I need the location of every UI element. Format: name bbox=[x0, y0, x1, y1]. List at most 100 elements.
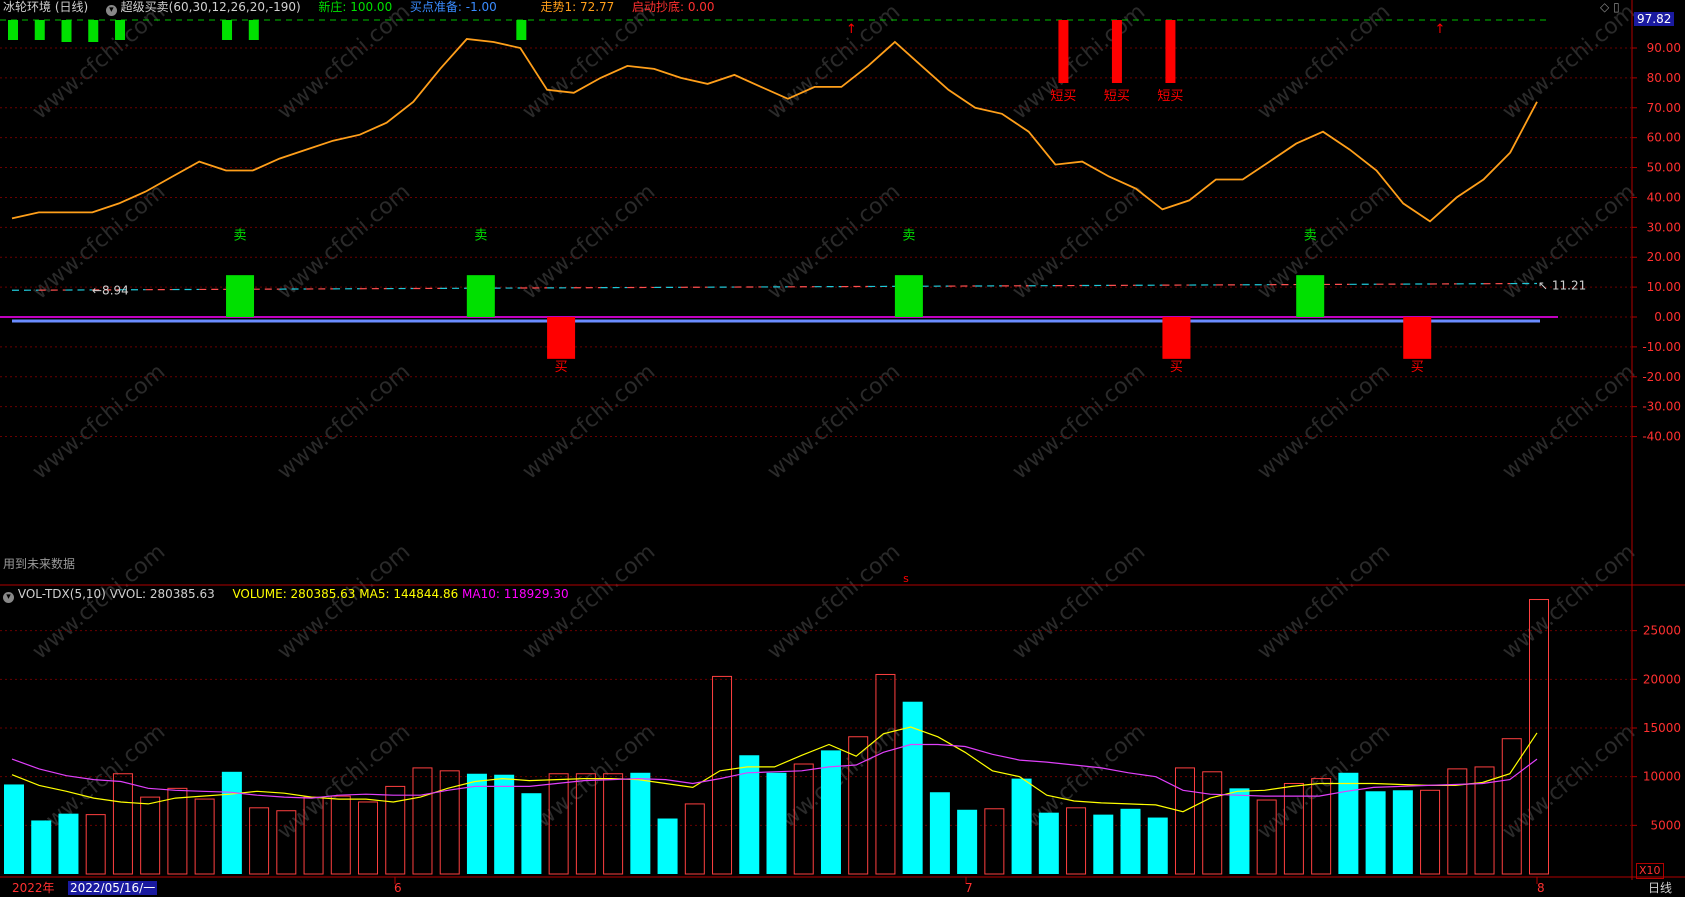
month-7-label: 7 bbox=[965, 881, 973, 895]
sell-signal-bar bbox=[466, 275, 495, 317]
volume-bar-up bbox=[140, 796, 161, 875]
buy-signal-bar bbox=[547, 317, 576, 359]
lower-tick-label: 20000 bbox=[1643, 672, 1681, 686]
watermark-text: www.cfchi.com bbox=[1498, 0, 1640, 125]
volume-bar-down bbox=[957, 809, 978, 874]
buy-label: 买 bbox=[1170, 360, 1183, 375]
sell-label: 卖 bbox=[1304, 228, 1317, 243]
volume-bar-up bbox=[793, 763, 814, 875]
watermark-text: www.cfchi.com bbox=[518, 0, 660, 125]
top-green-marker bbox=[88, 20, 99, 42]
volume-bar-up bbox=[1256, 799, 1277, 875]
volume-bar-up bbox=[1447, 768, 1468, 875]
volume-bar-up bbox=[330, 795, 351, 875]
upper-tick-label: 20.00 bbox=[1647, 250, 1681, 264]
lower-tick-label: 10000 bbox=[1643, 770, 1681, 784]
left-value-label: ←8.94 bbox=[92, 283, 129, 297]
sell-signal-bar bbox=[1296, 275, 1325, 317]
ma5-line bbox=[11, 726, 1538, 813]
volume-value: VOLUME: 280385.63 bbox=[232, 587, 356, 601]
volume-bar-down bbox=[1147, 817, 1168, 874]
watermark-text: www.cfchi.com bbox=[273, 719, 415, 844]
maidian-value: 买点准备: -1.00 bbox=[409, 0, 497, 14]
volume-bar-up bbox=[548, 773, 569, 875]
lower-tick-label: 15000 bbox=[1643, 721, 1681, 735]
volume-bars bbox=[4, 599, 1549, 875]
sell-label: 卖 bbox=[902, 228, 915, 243]
watermark-text: www.cfchi.com bbox=[763, 539, 905, 664]
volume-bar-up bbox=[575, 773, 596, 875]
upper-tick-label: 60.00 bbox=[1647, 131, 1681, 145]
short-buy-label: 短买 bbox=[1050, 89, 1076, 104]
upper-tick-label: 50.00 bbox=[1647, 161, 1681, 175]
short-buy-bar bbox=[1165, 20, 1176, 83]
sell-signal-bar bbox=[226, 275, 255, 317]
top-green-marker bbox=[222, 20, 233, 40]
watermark-text: www.cfchi.com bbox=[273, 179, 415, 304]
watermark-text: www.cfchi.com bbox=[763, 359, 905, 484]
volume-bar-down bbox=[739, 755, 760, 874]
ma10-line bbox=[11, 743, 1538, 799]
volume-bar-down bbox=[1038, 812, 1059, 874]
upper-tick-label: 10.00 bbox=[1647, 280, 1681, 294]
watermark-text: www.cfchi.com bbox=[518, 359, 660, 484]
watermark-text: www.cfchi.com bbox=[1498, 539, 1640, 664]
upper-tick-label: 80.00 bbox=[1647, 71, 1681, 85]
volume-bar-up bbox=[412, 767, 433, 875]
volume-bar-down bbox=[929, 792, 950, 874]
sell-signal-bar bbox=[894, 275, 923, 317]
volume-bar-down bbox=[1011, 778, 1032, 874]
volume-bar-up bbox=[85, 814, 106, 875]
volume-bar-down bbox=[1392, 790, 1413, 874]
volume-bar-down bbox=[1093, 814, 1114, 874]
lower-gridlines bbox=[0, 630, 1632, 826]
volume-bar-up bbox=[385, 785, 406, 875]
volume-bar-down bbox=[766, 772, 787, 874]
top-red-arrow-icon: ↑ bbox=[1435, 22, 1446, 37]
stock-name[interactable]: 冰轮环境 (日线) bbox=[3, 0, 89, 14]
volume-bar-up bbox=[984, 808, 1005, 875]
watermark-text: www.cfchi.com bbox=[1498, 719, 1640, 844]
lower-tick-label: 25000 bbox=[1643, 624, 1681, 638]
indicator-name[interactable]: 超级买卖(60,30,12,26,20,-190) bbox=[120, 0, 301, 14]
cursor-date: 2022/05/16/一 bbox=[68, 881, 158, 895]
top-green-marker bbox=[8, 20, 18, 40]
volume-bar-up bbox=[1202, 771, 1223, 875]
volume-bar-up bbox=[1501, 738, 1522, 875]
buy-signal-bar bbox=[1162, 317, 1191, 359]
volume-bar-down bbox=[1120, 808, 1141, 874]
collapse-icon[interactable]: ▾ bbox=[105, 5, 117, 16]
upper-tick-label: -40.00 bbox=[1642, 430, 1681, 444]
volume-bar-up bbox=[1066, 807, 1087, 875]
short-buy-label: 短买 bbox=[1157, 89, 1183, 104]
sell-label: 卖 bbox=[474, 228, 487, 243]
axis-labels: 90.00 80.00 70.00 60.00 50.00 40.00 30.00 20.00… bbox=[394, 41, 1681, 884]
volume-bar-up bbox=[1420, 789, 1441, 875]
top-green-marker bbox=[61, 20, 72, 42]
upper-tick-label: 0.00 bbox=[1654, 310, 1681, 324]
volume-bar-down bbox=[58, 813, 79, 874]
vol-collapse-icon[interactable]: ▾ bbox=[3, 592, 14, 603]
volume-bar-down bbox=[4, 784, 24, 874]
vol-title[interactable]: VOL-TDX(5,10) bbox=[17, 587, 106, 601]
buy-label: 买 bbox=[1411, 360, 1424, 375]
watermark-layer: www.cfchi.com www.cfchi.com www.cfchi.com w… bbox=[28, 0, 1640, 845]
period-label[interactable]: 日线 bbox=[1648, 881, 1673, 895]
upper-tick-label: -10.00 bbox=[1642, 340, 1681, 354]
upper-tick-label: -20.00 bbox=[1642, 370, 1681, 384]
multiplier-label: X10 bbox=[1636, 863, 1664, 879]
volume-bar-up bbox=[848, 736, 869, 875]
volume-bar-up bbox=[112, 773, 133, 875]
diamond-icon[interactable]: ◇ bbox=[1600, 0, 1610, 14]
trend-line-group bbox=[11, 38, 1538, 223]
xinzhuang-value: 新庄: 100.00 bbox=[318, 0, 393, 14]
watermark-text: www.cfchi.com bbox=[1253, 539, 1395, 664]
qidong-value: 启动抄底: 0.00 bbox=[631, 0, 715, 14]
top-green-marker bbox=[248, 20, 259, 40]
volume-bar-down bbox=[1338, 772, 1359, 874]
watermark-text: www.cfchi.com bbox=[1253, 359, 1395, 484]
volume-bar-up bbox=[194, 798, 215, 875]
watermark-text: www.cfchi.com bbox=[1008, 0, 1150, 125]
window-icon[interactable]: ▯ bbox=[1613, 0, 1620, 14]
